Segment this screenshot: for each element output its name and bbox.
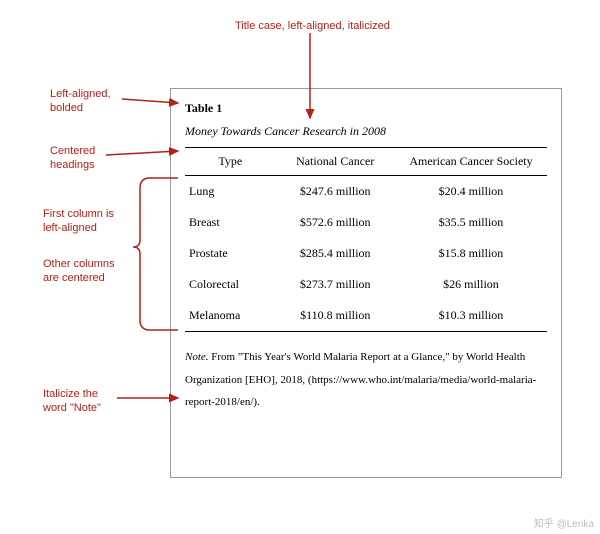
cell: $285.4 million — [276, 238, 395, 269]
arrow-line — [106, 151, 178, 155]
annotation-other-columns: Other columns are centered — [43, 258, 115, 286]
cell: $26 million — [395, 269, 547, 300]
cell: Melanoma — [185, 300, 276, 332]
col-header: National Cancer — [276, 148, 395, 176]
table-label: Table 1 — [185, 101, 547, 116]
table-row: Prostate $285.4 million $15.8 million — [185, 238, 547, 269]
annotation-left-bold: Left-aligned, bolded — [50, 88, 111, 116]
annotation-centered-headings: Centered headings — [50, 145, 95, 173]
cell: Colorectal — [185, 269, 276, 300]
table-note: Note. From "This Year's World Malaria Re… — [185, 346, 547, 414]
note-text: From "This Year's World Malaria Report a… — [185, 351, 536, 408]
cell: $273.7 million — [276, 269, 395, 300]
table-row: Colorectal $273.7 million $26 million — [185, 269, 547, 300]
col-header: Type — [185, 148, 276, 176]
data-table: Type National Cancer American Cancer Soc… — [185, 147, 547, 332]
cell: $110.8 million — [276, 300, 395, 332]
annotation-first-column: First column is left-aligned — [43, 208, 114, 236]
table-row: Breast $572.6 million $35.5 million — [185, 207, 547, 238]
cell: $35.5 million — [395, 207, 547, 238]
cell: $247.6 million — [276, 176, 395, 208]
bracket-icon — [133, 178, 150, 330]
cell: $10.3 million — [395, 300, 547, 332]
cell: $20.4 million — [395, 176, 547, 208]
cell: Lung — [185, 176, 276, 208]
cell: Prostate — [185, 238, 276, 269]
watermark: 知乎 @Lenka — [534, 515, 594, 530]
table-row: Lung $247.6 million $20.4 million — [185, 176, 547, 208]
cell: Breast — [185, 207, 276, 238]
table-row: Melanoma $110.8 million $10.3 million — [185, 300, 547, 332]
cell: $572.6 million — [276, 207, 395, 238]
table-container: Table 1 Money Towards Cancer Research in… — [170, 88, 562, 478]
annotation-note-italic: Italicize the word "Note" — [43, 388, 101, 416]
cell: $15.8 million — [395, 238, 547, 269]
table-title: Money Towards Cancer Research in 2008 — [185, 124, 547, 139]
table-header-row: Type National Cancer American Cancer Soc… — [185, 148, 547, 176]
note-word: Note. — [185, 351, 209, 363]
col-header: American Cancer Society — [395, 148, 547, 176]
annotation-title-case: Title case, left-aligned, italicized — [235, 20, 390, 34]
